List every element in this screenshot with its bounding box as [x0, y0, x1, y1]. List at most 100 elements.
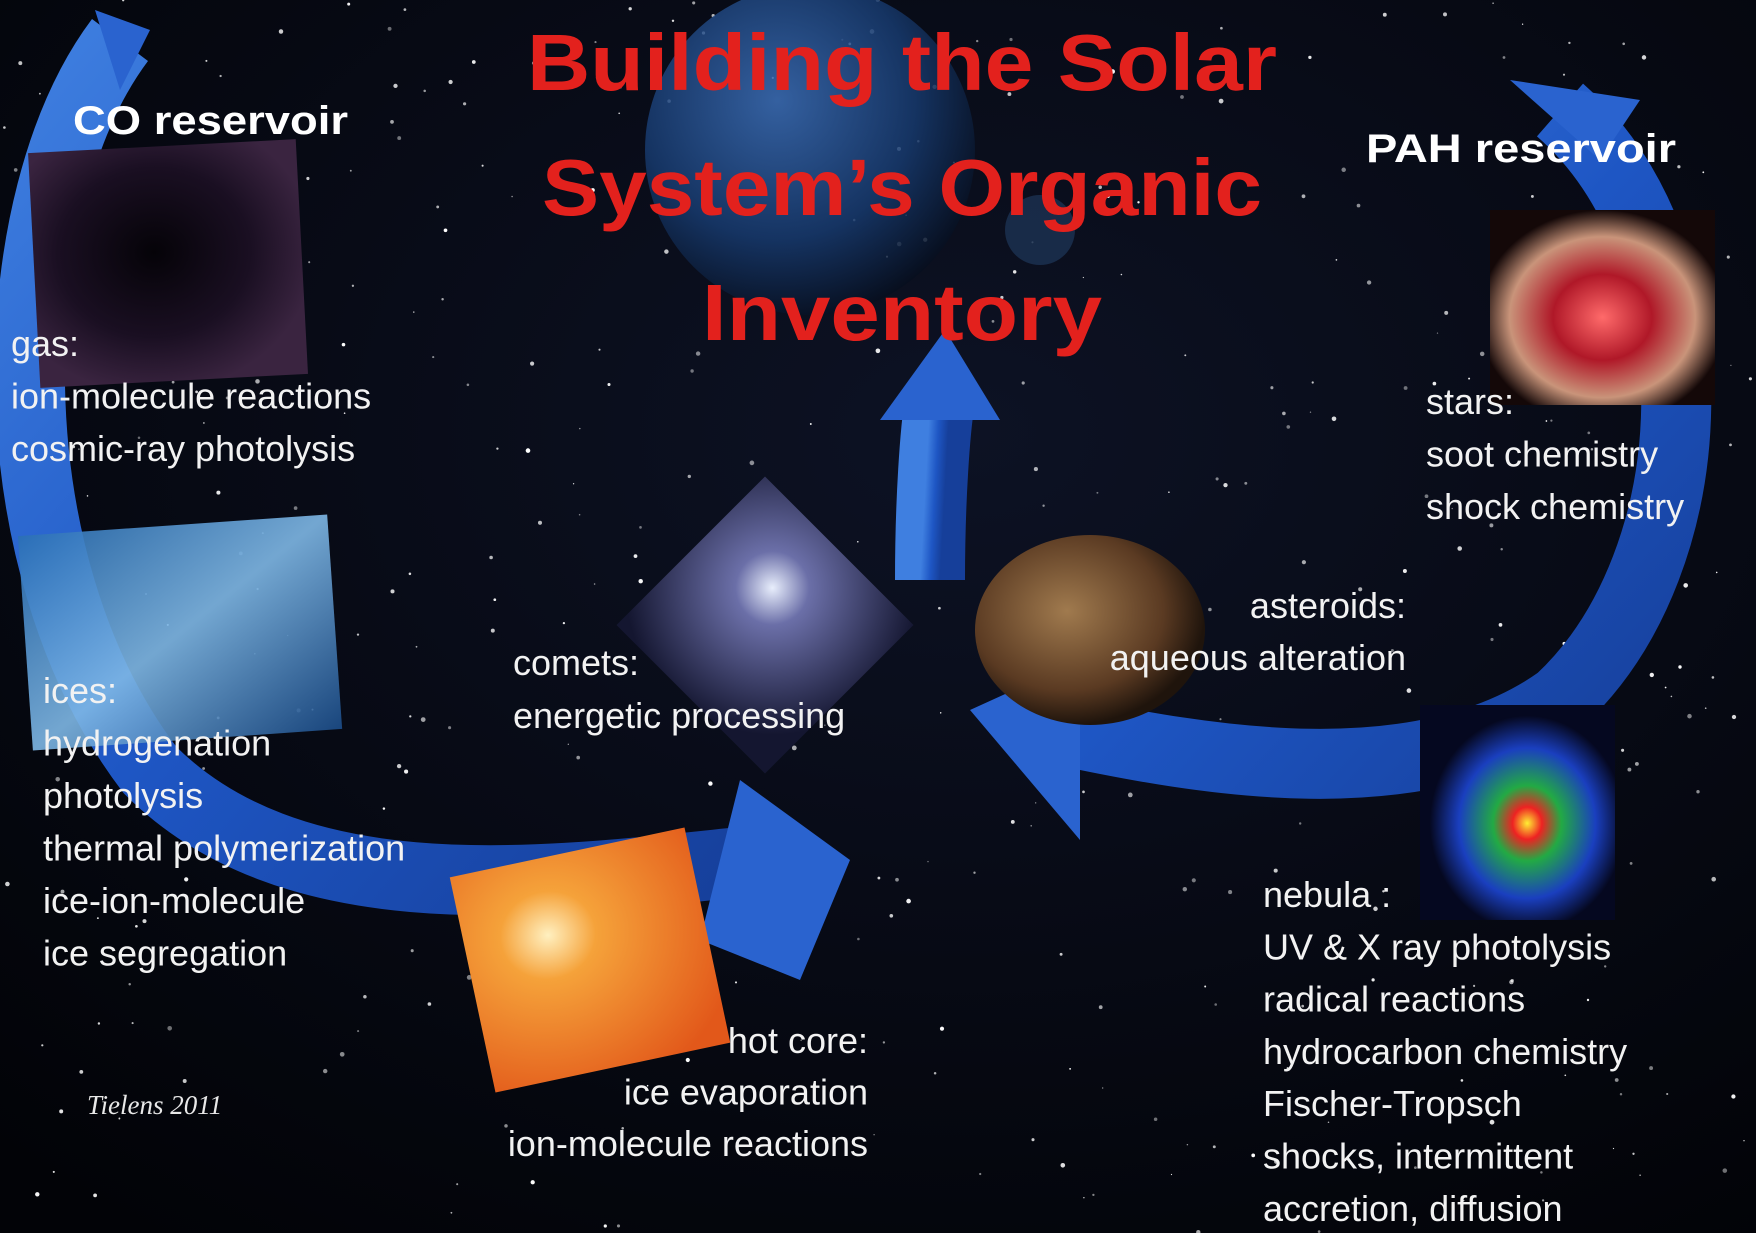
- star: [443, 228, 448, 233]
- star: [466, 383, 470, 387]
- star: [409, 715, 412, 718]
- star: [877, 876, 881, 880]
- star: [363, 994, 367, 999]
- star: [734, 981, 738, 984]
- star: [1731, 1094, 1736, 1099]
- process-item: ion-molecule reactions: [508, 1123, 868, 1164]
- star: [1170, 1173, 1173, 1176]
- star: [1083, 1197, 1085, 1199]
- star: [1082, 276, 1085, 279]
- star: [184, 877, 189, 882]
- star: [496, 447, 499, 450]
- star: [873, 1133, 875, 1136]
- star: [1479, 351, 1485, 357]
- star: [1244, 481, 1248, 485]
- star: [664, 249, 669, 254]
- moon-image: [1005, 195, 1075, 265]
- process-node: nebula : UV & X ray photolysis radical rea…: [1263, 874, 1627, 1229]
- star: [1463, 1199, 1465, 1202]
- star: [824, 724, 826, 726]
- star: [1137, 201, 1140, 204]
- star: [278, 29, 284, 34]
- star: [93, 1193, 97, 1198]
- star: [616, 1224, 621, 1228]
- star: [1327, 1121, 1330, 1123]
- star: [1356, 203, 1361, 208]
- star: [387, 26, 392, 31]
- star: [619, 86, 622, 89]
- star: [1220, 26, 1223, 30]
- star: [96, 791, 101, 795]
- title-line: Inventory: [702, 268, 1103, 357]
- star: [1270, 386, 1274, 390]
- star: [590, 188, 595, 193]
- star: [432, 356, 435, 359]
- star: [1184, 354, 1187, 357]
- star: [1731, 714, 1737, 720]
- star: [1309, 411, 1312, 413]
- star: [1382, 12, 1387, 17]
- star: [708, 781, 713, 786]
- star: [572, 483, 575, 485]
- node-label: asteroids:: [1250, 585, 1406, 626]
- process-item: UV & X ray photolysis: [1263, 926, 1611, 967]
- star: [1120, 273, 1123, 276]
- star: [537, 520, 543, 525]
- star: [60, 889, 65, 894]
- star: [595, 76, 599, 79]
- star: [1498, 623, 1503, 627]
- star: [690, 369, 694, 373]
- star: [1156, 72, 1159, 75]
- star: [1460, 1079, 1464, 1082]
- star: [579, 427, 581, 430]
- star: [800, 1039, 802, 1042]
- star: [1168, 491, 1170, 494]
- star: [1317, 1230, 1321, 1233]
- star: [1012, 270, 1017, 274]
- star: [939, 712, 942, 714]
- process-item: ice segregation: [43, 933, 287, 974]
- process-item: shock chemistry: [1426, 486, 1684, 527]
- star: [471, 60, 476, 64]
- star: [1550, 419, 1553, 422]
- dark-cloud-image: [28, 139, 308, 388]
- star: [594, 41, 597, 44]
- star: [415, 645, 418, 648]
- node-label: nebula :: [1263, 874, 1391, 915]
- star: [511, 195, 513, 198]
- star: [131, 1022, 134, 1025]
- star: [1687, 713, 1692, 719]
- star: [390, 120, 394, 124]
- star: [351, 284, 355, 287]
- process-node: ices: hydrogenation photolysis thermal poly…: [43, 670, 405, 974]
- star: [1704, 707, 1707, 710]
- star: [695, 351, 701, 356]
- star: [216, 490, 221, 495]
- star: [341, 342, 346, 347]
- process-item: Fischer-Tropsch: [1263, 1083, 1522, 1124]
- star: [562, 621, 566, 625]
- process-item: energetic processing: [513, 695, 845, 736]
- star: [1590, 447, 1594, 451]
- star: [906, 898, 911, 904]
- star: [1540, 1171, 1543, 1174]
- star: [927, 860, 929, 863]
- star: [1726, 255, 1730, 259]
- star: [875, 348, 881, 354]
- star: [202, 767, 206, 770]
- star: [1748, 377, 1752, 381]
- star: [889, 913, 894, 918]
- star: [205, 59, 208, 62]
- star: [791, 745, 797, 751]
- star: [1562, 73, 1566, 76]
- star: [1634, 761, 1639, 766]
- star: [1204, 985, 1207, 988]
- star: [1069, 1067, 1072, 1070]
- star: [1042, 504, 1045, 507]
- node-label: hot core:: [728, 1020, 868, 1061]
- star: [504, 1124, 508, 1128]
- star: [882, 1041, 886, 1044]
- star: [448, 79, 453, 85]
- star: [1490, 637, 1494, 642]
- star: [1677, 165, 1681, 169]
